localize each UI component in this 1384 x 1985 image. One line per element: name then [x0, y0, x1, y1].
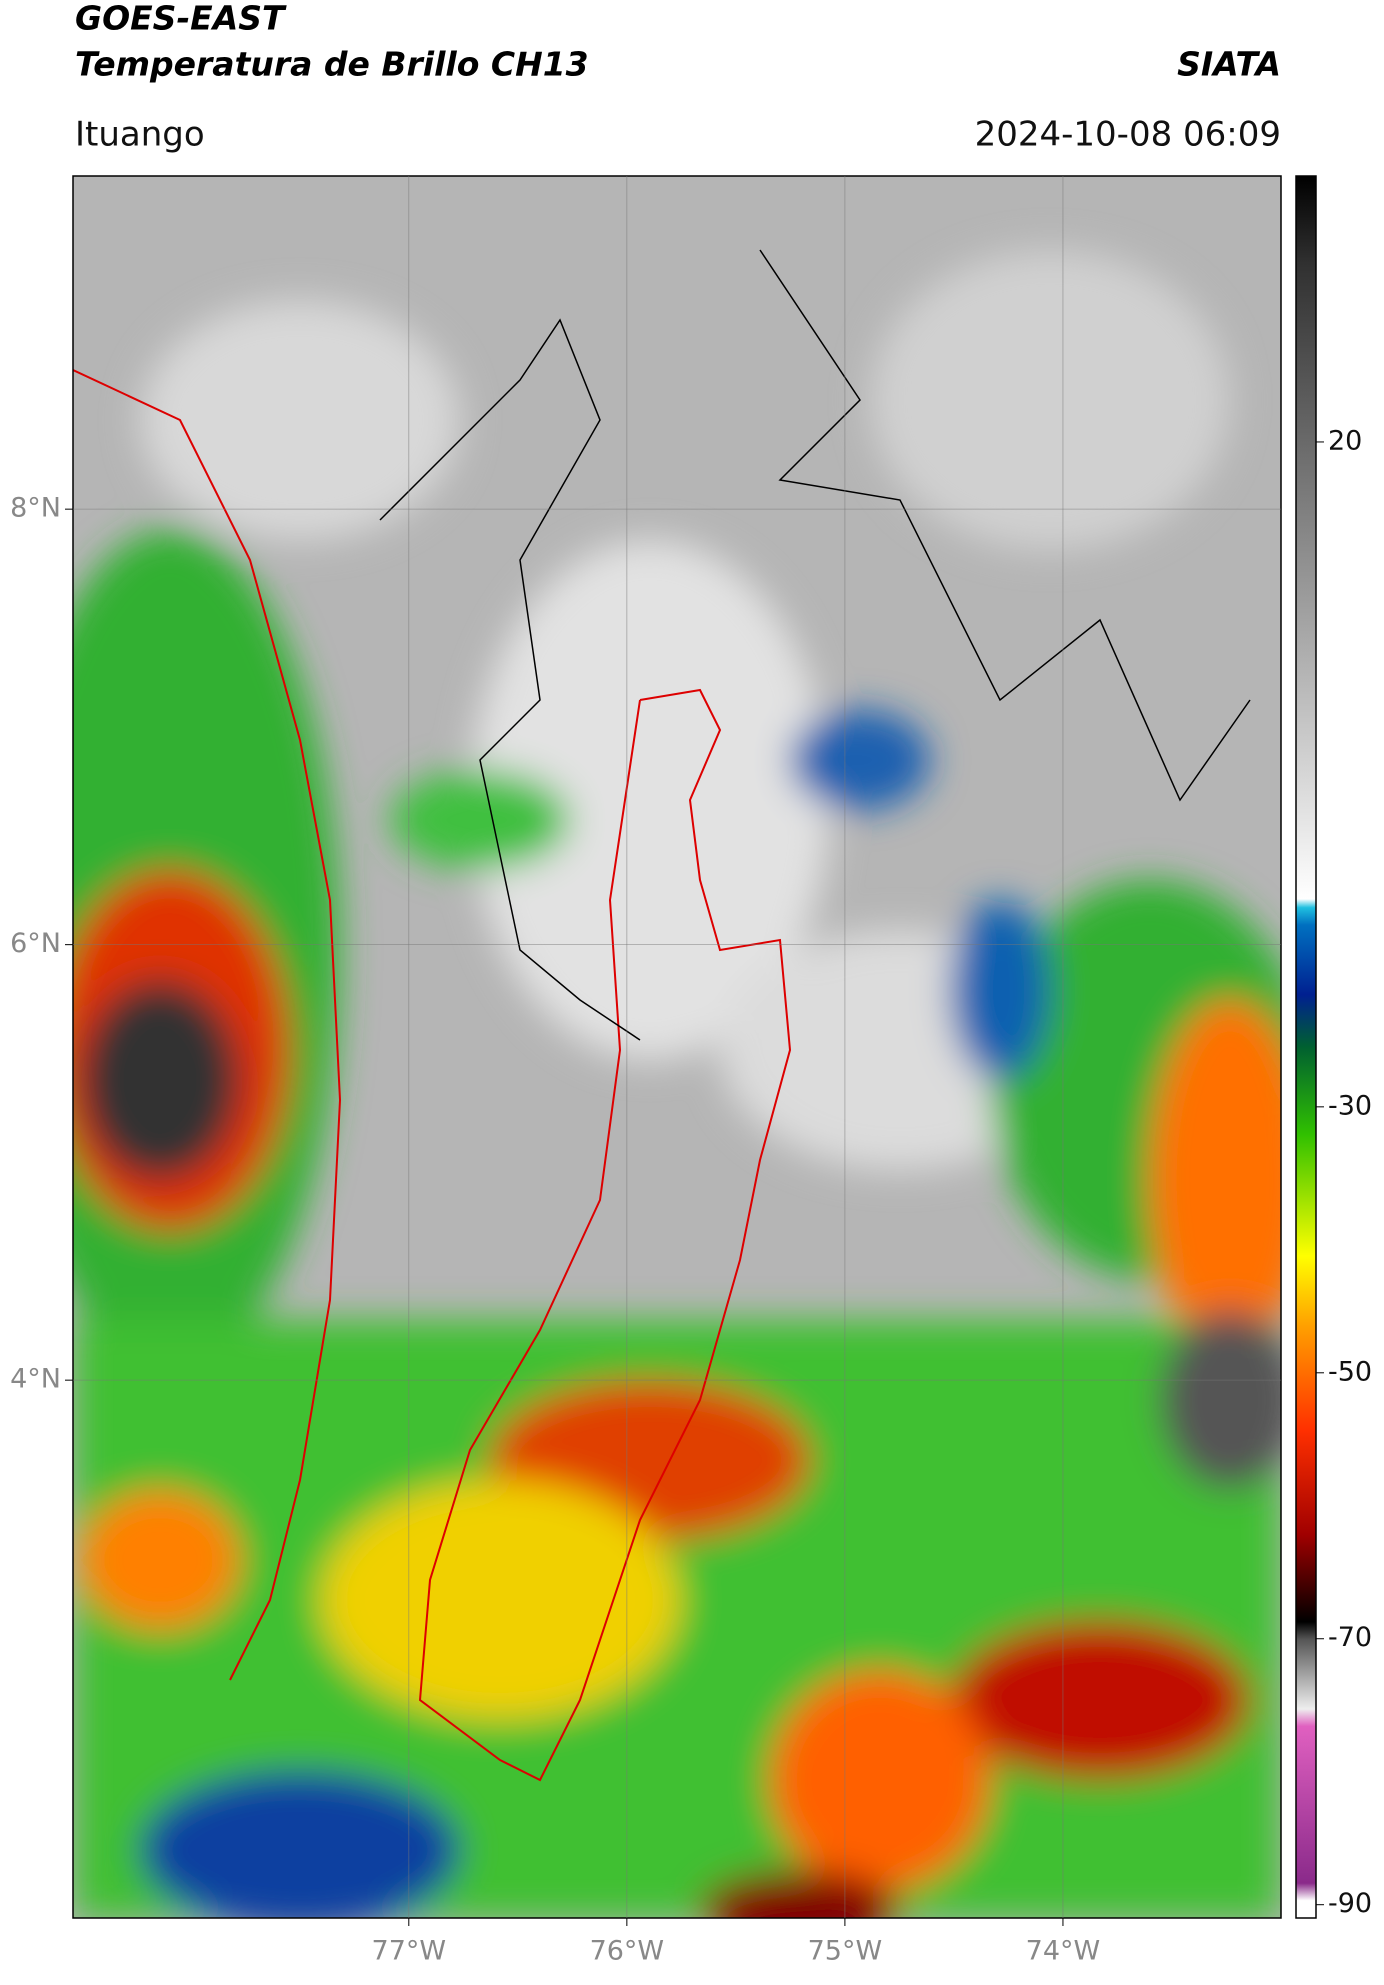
y-tick-label: 8°N	[10, 493, 61, 524]
title-line2: Temperatura de Brillo CH13	[75, 45, 589, 84]
colorbar-label: -90	[1328, 1888, 1372, 1919]
datetime: 2024-10-08 06:09	[975, 115, 1281, 155]
x-tick-label: 74°W	[1026, 1936, 1101, 1967]
title-line1: GOES-EAST	[75, 0, 287, 38]
y-tick-label: 6°N	[10, 928, 61, 959]
x-tick-label: 77°W	[372, 1936, 447, 1967]
colorbar-label: -70	[1328, 1622, 1372, 1653]
location: Ituango	[75, 115, 205, 155]
colorbar-label: 20	[1328, 425, 1362, 456]
colorbar-label: -30	[1328, 1090, 1372, 1121]
y-tick-label: 4°N	[10, 1364, 61, 1395]
colorbar-label: -50	[1328, 1356, 1372, 1387]
x-tick-label: 76°W	[590, 1936, 665, 1967]
map-frame	[72, 175, 1282, 1919]
colorbar	[1295, 175, 1317, 1919]
source: SIATA	[1177, 45, 1281, 84]
satellite-image	[73, 176, 1281, 1918]
x-tick-label: 75°W	[808, 1936, 883, 1967]
